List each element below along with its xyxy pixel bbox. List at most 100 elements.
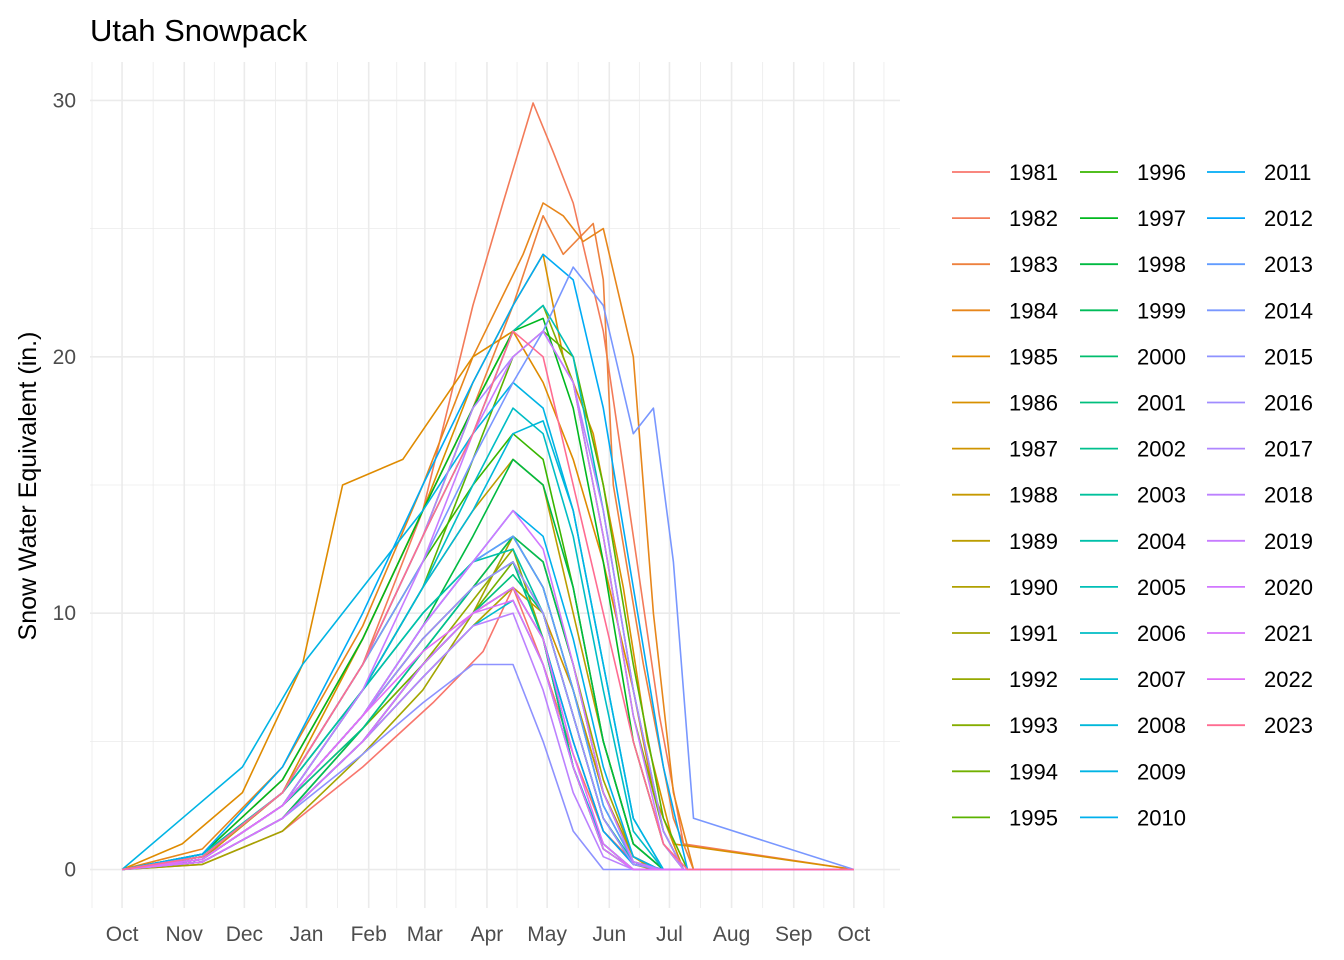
y-tick-label: 30 — [53, 89, 76, 112]
legend-label-2023: 2023 — [1264, 713, 1313, 738]
y-axis-title: Snow Water Equivalent (in.) — [14, 332, 42, 641]
legend-label-1994: 1994 — [1009, 759, 1058, 784]
legend-item-2007: 2007 — [1080, 667, 1186, 692]
legend-item-1992: 1992 — [952, 667, 1058, 692]
legend-label-2009: 2009 — [1137, 759, 1186, 784]
legend-label-2012: 2012 — [1264, 206, 1313, 231]
y-tick-label: 0 — [64, 859, 76, 882]
series-line-2021 — [122, 599, 854, 871]
legend-label-2018: 2018 — [1264, 483, 1313, 508]
legend-item-1989: 1989 — [952, 529, 1058, 554]
legend-label-2015: 2015 — [1264, 344, 1313, 369]
legend-label-2003: 2003 — [1137, 483, 1186, 508]
legend-label-1987: 1987 — [1009, 437, 1058, 462]
legend-label-2016: 2016 — [1264, 391, 1313, 416]
series-line-1982 — [121, 102, 855, 871]
chart-title: Utah Snowpack — [90, 13, 308, 48]
series-line-2020 — [121, 509, 854, 871]
legend-item-2022: 2022 — [1207, 667, 1313, 692]
legend-item-2021: 2021 — [1207, 621, 1313, 646]
series-line-2005 — [121, 304, 854, 871]
legend-item-1995: 1995 — [952, 805, 1058, 830]
legend-item-1996: 1996 — [1080, 160, 1186, 185]
x-tick-label: Apr — [471, 923, 504, 946]
series-line-2023 — [121, 330, 854, 871]
legend-label-1986: 1986 — [1009, 391, 1058, 416]
legend-label-2007: 2007 — [1137, 667, 1186, 692]
legend-item-1998: 1998 — [1080, 252, 1186, 277]
legend-label-1990: 1990 — [1009, 575, 1058, 600]
series-line-2001 — [122, 573, 854, 871]
legend-label-1985: 1985 — [1009, 344, 1058, 369]
x-tick-label: Aug — [713, 923, 750, 946]
x-tick-label: May — [527, 923, 567, 946]
legend-label-2011: 2011 — [1264, 160, 1311, 185]
series-line-1995 — [121, 330, 854, 871]
legend-item-2003: 2003 — [1080, 483, 1186, 508]
legend-item-2018: 2018 — [1207, 483, 1313, 508]
x-tick-label: Oct — [838, 923, 871, 946]
legend-label-1983: 1983 — [1009, 252, 1058, 277]
legend-label-2010: 2010 — [1137, 805, 1186, 830]
legend-item-2017: 2017 — [1207, 437, 1313, 462]
series-line-1985 — [121, 330, 854, 871]
legend-label-1989: 1989 — [1009, 529, 1058, 554]
legend-label-1999: 1999 — [1137, 298, 1186, 323]
legend-label-2006: 2006 — [1137, 621, 1186, 646]
series-line-2006 — [121, 407, 854, 871]
legend-label-1992: 1992 — [1009, 667, 1058, 692]
legend-item-1994: 1994 — [952, 759, 1058, 784]
y-tick-label: 10 — [53, 602, 76, 625]
legend-item-1984: 1984 — [952, 298, 1058, 323]
legend-item-2019: 2019 — [1207, 529, 1313, 554]
x-tick-label: Jul — [656, 923, 683, 946]
legend-item-1987: 1987 — [952, 437, 1058, 462]
legend-item-1983: 1983 — [952, 252, 1058, 277]
legend-item-1993: 1993 — [952, 713, 1058, 738]
legend-item-2005: 2005 — [1080, 575, 1186, 600]
legend-item-2011: 2011 — [1207, 160, 1311, 185]
legend-label-1981: 1981 — [1009, 160, 1058, 185]
x-tick-label: Dec — [226, 923, 263, 946]
legend-item-1985: 1985 — [952, 344, 1058, 369]
legend-label-1996: 1996 — [1137, 160, 1186, 185]
legend-label-2004: 2004 — [1137, 529, 1186, 554]
y-tick-label: 20 — [53, 346, 76, 369]
x-tick-label: Oct — [106, 923, 139, 946]
series-line-2011 — [121, 253, 854, 871]
legend-label-1997: 1997 — [1137, 206, 1186, 231]
legend-label-2000: 2000 — [1137, 344, 1186, 369]
x-tick-label: Nov — [166, 923, 204, 946]
legend-item-2023: 2023 — [1207, 713, 1313, 738]
legend-item-1988: 1988 — [952, 483, 1058, 508]
legend-item-2020: 2020 — [1207, 575, 1313, 600]
legend-item-2002: 2002 — [1080, 437, 1186, 462]
x-tick-label: Jan — [290, 923, 324, 946]
legend-label-2002: 2002 — [1137, 437, 1186, 462]
legend-label-2022: 2022 — [1264, 667, 1313, 692]
y-axis-ticks: 0 10 20 30 — [53, 89, 76, 881]
series-line-2009 — [121, 381, 854, 871]
legend-item-2010: 2010 — [1080, 805, 1186, 830]
legend: 1981 1982 1983 1984 1985 1986 1987 1988 1989 1990… — [952, 160, 1313, 830]
legend-item-2013: 2013 — [1207, 252, 1313, 277]
legend-item-1991: 1991 — [952, 621, 1058, 646]
legend-label-1995: 1995 — [1009, 805, 1058, 830]
legend-item-1982: 1982 — [952, 206, 1058, 231]
x-tick-label: Sep — [775, 923, 812, 946]
x-tick-label: Jun — [592, 923, 626, 946]
legend-label-2019: 2019 — [1264, 529, 1313, 554]
legend-label-2001: 2001 — [1137, 391, 1186, 416]
legend-item-2016: 2016 — [1207, 391, 1313, 416]
x-tick-label: Mar — [407, 923, 443, 946]
series-lines — [121, 102, 855, 871]
series-line-2022 — [121, 586, 854, 871]
legend-label-1984: 1984 — [1009, 298, 1058, 323]
x-tick-label: Feb — [351, 923, 387, 946]
series-line-2010 — [121, 509, 854, 871]
legend-item-2004: 2004 — [1080, 529, 1186, 554]
legend-label-2014: 2014 — [1264, 298, 1313, 323]
legend-label-2005: 2005 — [1137, 575, 1186, 600]
